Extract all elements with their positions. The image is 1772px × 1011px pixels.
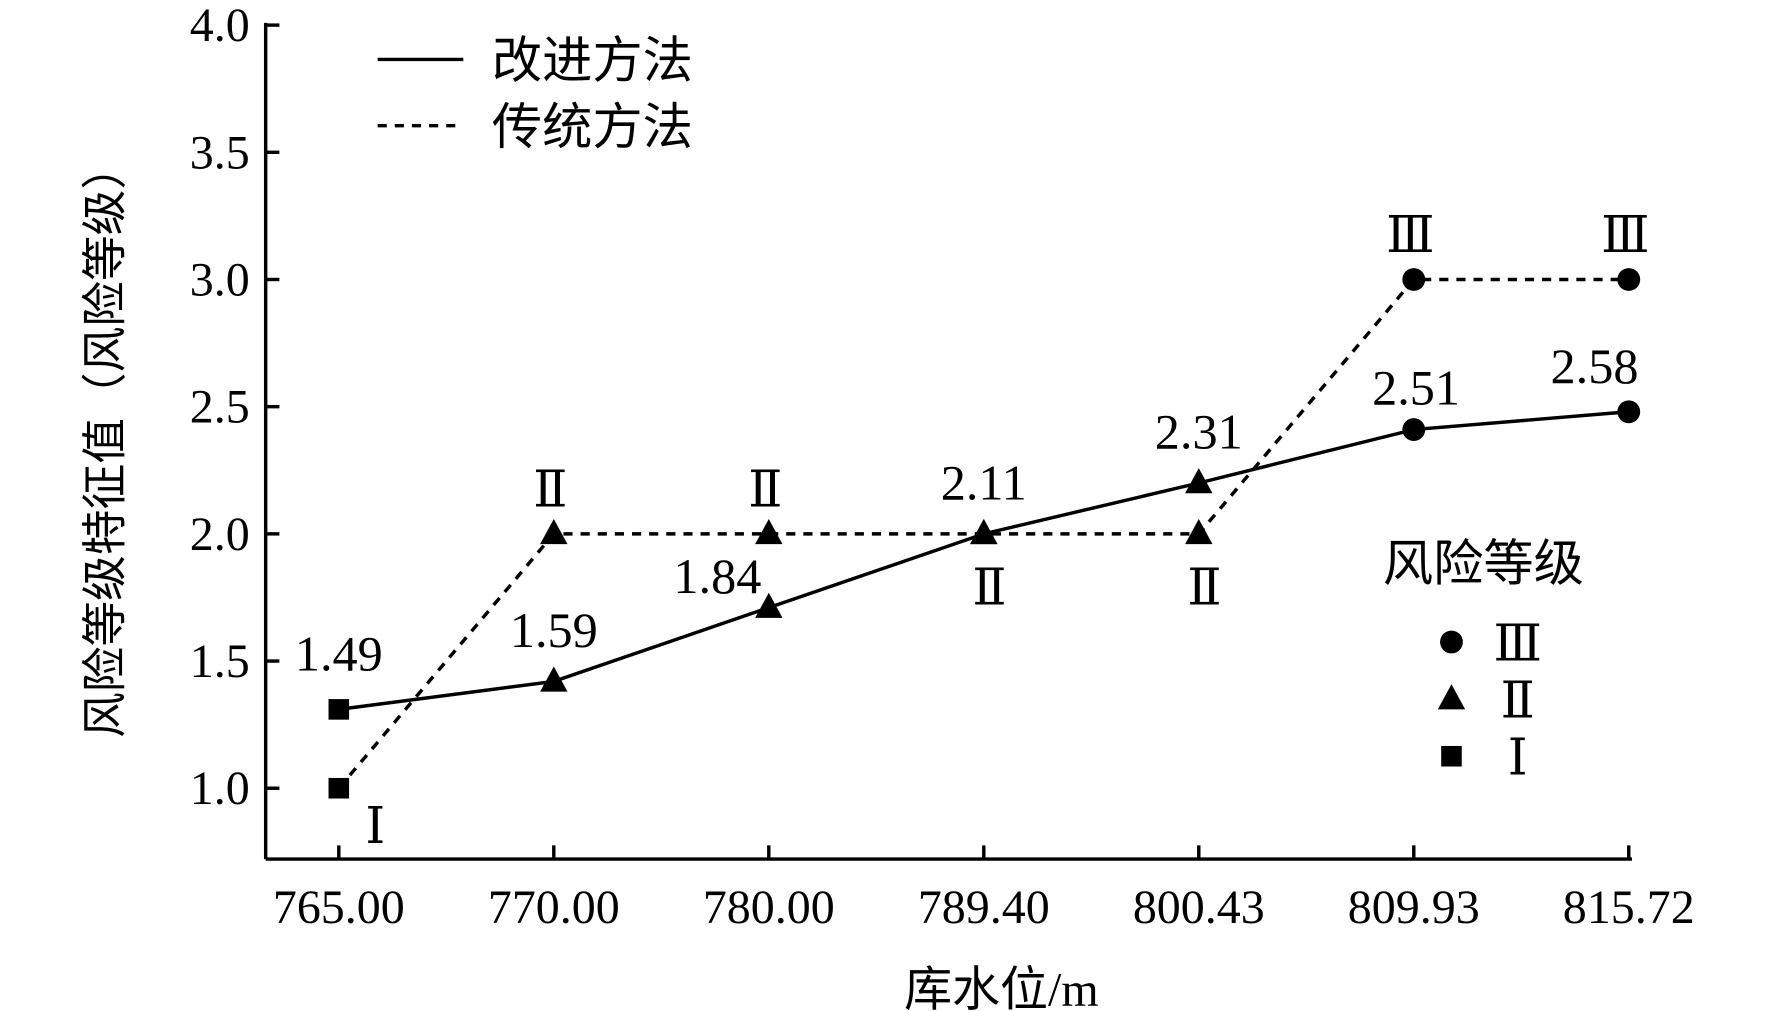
y-axis-label: 风险等级特征值（风险等级） [80,144,131,738]
value-label: 1.49 [295,626,383,682]
value-label: 1.84 [673,548,761,604]
risk-level-label: Ⅲ [1386,207,1434,263]
x-tick-label: 765.00 [273,881,405,934]
risk-level-label: Ⅱ [972,560,1006,616]
data-point-circle [1617,268,1641,291]
x-tick-label: 780.00 [703,881,835,934]
data-point-circle [1402,418,1426,441]
risk-legend-label: Ⅱ [1501,672,1535,728]
data-point-triangle [1185,519,1213,545]
y-tick-label: 3.0 [190,253,250,306]
risk-level-label: Ⅱ [1187,560,1221,616]
risk-level-label: Ⅲ [1601,207,1649,263]
risk-legend-title: 风险等级 [1383,535,1584,591]
data-point-square [328,699,350,720]
risk-level-label: Ⅱ [533,461,567,517]
x-tick-label: 815.72 [1563,881,1695,934]
data-point-triangle [1185,468,1213,494]
y-tick-label: 4.0 [190,0,250,52]
x-axis-label: 库水位/m [904,963,1099,1011]
y-tick-label: 2.5 [190,381,250,434]
line-legend: 改进方法 传统方法 [377,33,693,155]
data-point-triangle [755,519,783,545]
x-tick-label: 770.00 [488,881,620,934]
risk-legend-marker-triangle [1437,684,1466,710]
data-point-circle [1617,400,1641,424]
risk-legend-label: Ⅰ [1508,730,1528,786]
x-tick-label: 789.40 [918,881,1050,934]
risk-legend-marker-circle [1440,630,1463,654]
value-label: 2.31 [1155,404,1243,460]
value-label: 2.11 [941,455,1027,511]
risk-legend-label: Ⅲ [1493,615,1541,671]
legend-label-improved: 改进方法 [492,33,693,89]
data-point-circle [1402,268,1426,291]
data-point-triangle [540,666,568,692]
data-point-square [328,777,350,799]
y-tick-label: 1.0 [190,762,250,815]
data-point-triangle [755,592,783,618]
y-tick-label: 3.5 [190,126,250,179]
risk-level-label: Ⅱ [748,461,782,517]
value-label: 2.58 [1551,338,1639,394]
legend-label-traditional: 传统方法 [492,99,693,155]
risk-legend-marker-square [1441,745,1462,767]
x-tick-label: 809.93 [1348,881,1480,934]
value-label: 1.59 [510,602,598,658]
y-tick-label: 1.5 [190,635,250,688]
x-tick-label: 800.43 [1133,881,1265,934]
risk-level-label: Ⅰ [365,798,385,854]
value-label: 2.51 [1372,359,1460,415]
data-point-triangle [540,519,568,545]
y-tick-label: 2.0 [190,508,250,561]
data-point-triangle [970,519,998,545]
